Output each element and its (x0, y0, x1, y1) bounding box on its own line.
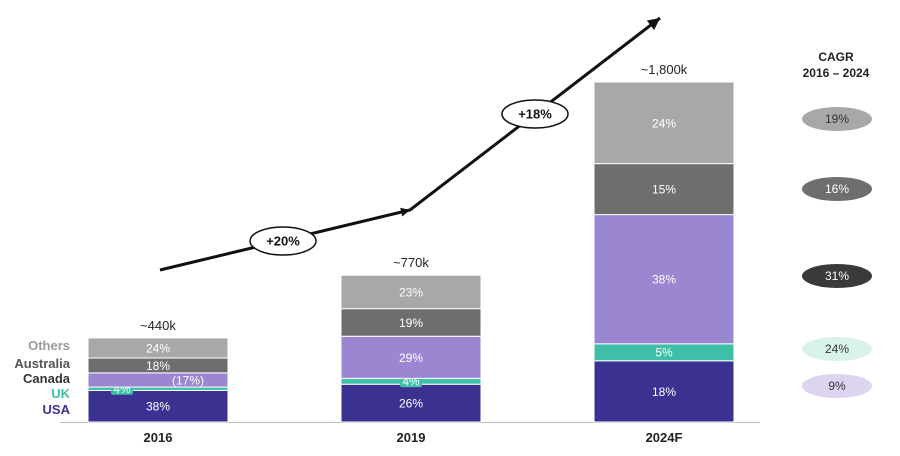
legend-label-usa: USA (43, 402, 71, 417)
cagr-pill-others (802, 107, 872, 131)
legend-label-canada: Canada (23, 371, 71, 386)
bar-segment-uk-2016 (87, 386, 229, 391)
bar-segment-label-canada-2024f: 38% (652, 273, 676, 287)
bar-segment-usa-2019 (340, 383, 482, 423)
bar-segment-label-canada-2019: 29% (399, 351, 423, 365)
bar-segment-label-usa-2019: 26% (399, 397, 423, 411)
trend-arrow-head (646, 18, 660, 31)
bar-segment-label-uk-2024f: 5% (655, 345, 673, 359)
bar-segment-label-usa-2016: 38% (146, 400, 170, 414)
cagr-pill-canada (802, 264, 872, 288)
legend-label-uk: UK (51, 386, 70, 401)
uk-share-badge-2024f (653, 346, 675, 359)
cagr-value-canada: 31% (825, 269, 849, 283)
bar-segment-label-australia-2024f: 15% (652, 183, 676, 197)
legend-label-australia: Australia (14, 356, 70, 371)
bar-segment-label-australia-2019: 19% (399, 316, 423, 330)
bar-segment-label-others-2016: 24% (146, 341, 170, 355)
bar-segment-canada-2016 (87, 372, 229, 388)
bar-segment-label-others-2019: 23% (399, 285, 423, 299)
trend-arrow-mid-head (400, 207, 410, 217)
bar-total-label-2019: ~770k (393, 255, 429, 270)
bar-segment-label-canada-2016: (17%) (172, 373, 204, 387)
growth-label-1: +20% (266, 234, 300, 249)
x-tick-label-2024f: 2024F (646, 430, 683, 445)
growth-label-2: +18% (518, 107, 552, 122)
bar-segment-label-australia-2016: 18% (146, 359, 170, 373)
growth-ellipse-1 (249, 226, 317, 256)
bar-segment-usa-2016 (87, 389, 229, 423)
x-tick-label-2016: 2016 (144, 430, 173, 445)
bar-segment-canada-2024f (593, 214, 735, 345)
bar-segment-australia-2024f (593, 163, 735, 216)
bar-segment-others-2024f (593, 81, 735, 165)
bar-segment-others-2016 (87, 337, 229, 359)
cagr-title-line1: CAGR (818, 50, 854, 64)
cagr-value-australia: 16% (825, 182, 849, 196)
x-tick-label-2019: 2019 (397, 430, 426, 445)
bar-segment-label-usa-2024f: 18% (652, 385, 676, 399)
trend-line (159, 16, 661, 272)
bar-segment-others-2019 (340, 274, 482, 310)
cagr-value-uk: 24% (825, 342, 849, 356)
cagr-pill-uk (802, 337, 872, 361)
cagr-value-others: 19% (825, 112, 849, 126)
bar-segment-canada-2019 (340, 335, 482, 379)
bar-segment-label-others-2024f: 24% (652, 116, 676, 130)
bar-total-label-2024f: ~1,800k (641, 62, 688, 77)
cagr-title-line2: 2016 – 2024 (803, 66, 870, 80)
cagr-pill-usa (802, 374, 872, 398)
bar-segment-australia-2019 (340, 308, 482, 337)
bar-total-label-2016: ~440k (140, 318, 176, 333)
cagr-value-usa: 9% (828, 379, 846, 393)
legend-label-others: Others (28, 338, 70, 353)
cagr-pill-australia (802, 177, 872, 201)
growth-ellipse-2 (501, 99, 569, 129)
